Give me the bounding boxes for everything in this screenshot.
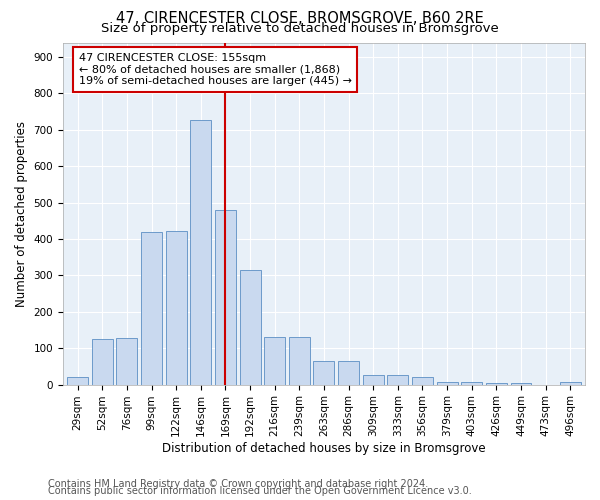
Bar [437,382,458,384]
Text: 47, CIRENCESTER CLOSE, BROMSGROVE, B60 2RE: 47, CIRENCESTER CLOSE, BROMSGROVE, B60 2… [116,11,484,26]
Bar [560,382,581,384]
Y-axis label: Number of detached properties: Number of detached properties [15,120,28,306]
X-axis label: Distribution of detached houses by size in Bromsgrove: Distribution of detached houses by size … [162,442,486,455]
Bar [92,339,113,384]
Bar [166,231,187,384]
Bar [511,383,532,384]
Bar [67,376,88,384]
Bar [264,338,285,384]
Text: Size of property relative to detached houses in Bromsgrove: Size of property relative to detached ho… [101,22,499,35]
Bar [190,120,211,384]
Text: 47 CIRENCESTER CLOSE: 155sqm
← 80% of detached houses are smaller (1,868)
19% of: 47 CIRENCESTER CLOSE: 155sqm ← 80% of de… [79,53,352,86]
Text: Contains HM Land Registry data © Crown copyright and database right 2024.: Contains HM Land Registry data © Crown c… [48,479,428,489]
Bar [486,383,507,384]
Text: Contains public sector information licensed under the Open Government Licence v3: Contains public sector information licen… [48,486,472,496]
Bar [313,361,334,384]
Bar [363,376,383,384]
Bar [461,382,482,384]
Bar [289,338,310,384]
Bar [116,338,137,384]
Bar [141,232,162,384]
Bar [215,210,236,384]
Bar [239,270,260,384]
Bar [338,361,359,384]
Bar [388,376,408,384]
Bar [412,378,433,384]
